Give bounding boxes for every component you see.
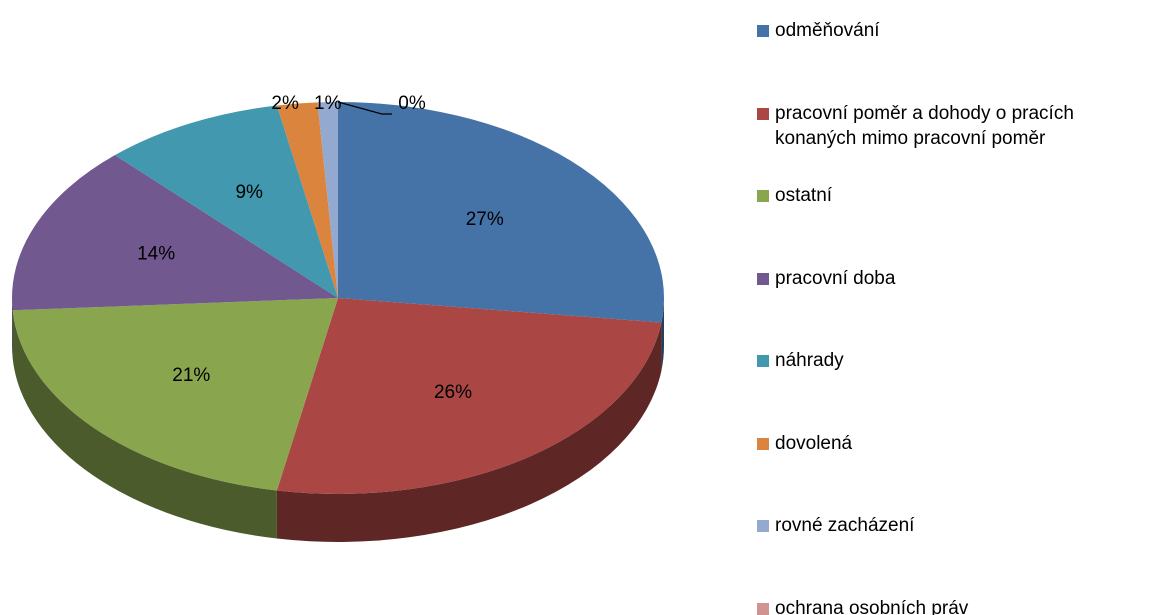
data-label: 9% xyxy=(235,182,263,203)
legend-entry: ostatní xyxy=(757,183,1137,208)
legend-swatch xyxy=(757,355,769,367)
slice-side xyxy=(12,310,277,539)
slice xyxy=(276,102,338,298)
data-label: 1% xyxy=(314,93,342,114)
data-label: 2% xyxy=(271,93,299,114)
legend-label: dovolená xyxy=(775,432,853,454)
legend-entry: odměňování xyxy=(757,18,1137,43)
leader-line xyxy=(337,101,392,115)
slice xyxy=(338,102,664,323)
legend-label: rovné zacházení xyxy=(775,515,915,536)
legend-entry: pracovní poměr a dohody o pracích konaný… xyxy=(757,101,1137,151)
legend-entry: náhrady xyxy=(757,348,1137,373)
legend-label: ostatní xyxy=(775,185,833,206)
data-label: 14% xyxy=(137,244,175,265)
slice-side xyxy=(661,298,664,371)
legend-label: ochrana osobních práv xyxy=(775,597,969,615)
data-label: 26% xyxy=(434,382,472,403)
pie-area: 27% 26% 21% 14% 9% 2% 1% 0% xyxy=(12,93,664,542)
data-label: 0% xyxy=(398,93,426,114)
slice xyxy=(114,105,338,298)
legend-swatch xyxy=(757,437,769,450)
legend-label: náhrady xyxy=(775,350,844,371)
legend-swatch xyxy=(757,190,769,202)
slice xyxy=(317,102,338,298)
slice xyxy=(12,155,339,311)
legend-label: pracovní doba xyxy=(775,267,896,289)
legend-swatch xyxy=(757,520,769,532)
legend-swatch xyxy=(757,107,769,120)
slice xyxy=(276,298,662,494)
slice-side xyxy=(12,298,13,359)
legend-entry: ochrana osobních práv xyxy=(757,596,1137,615)
legend-swatch xyxy=(757,602,769,615)
slice xyxy=(12,298,339,491)
legend-entry: pracovní doba xyxy=(757,266,1137,291)
legend-label: pracovní poměr a dohody o pracích konaný… xyxy=(775,102,1074,149)
legend-swatch xyxy=(757,272,769,285)
slice-side xyxy=(276,322,662,542)
data-label: 27% xyxy=(466,209,504,230)
legend-entry: rovné zacházení xyxy=(757,513,1137,538)
data-label: 21% xyxy=(172,365,210,386)
legend-entry: dovolená xyxy=(757,431,1137,456)
legend-swatch xyxy=(757,25,769,37)
legend-label: odměňování xyxy=(775,20,880,41)
